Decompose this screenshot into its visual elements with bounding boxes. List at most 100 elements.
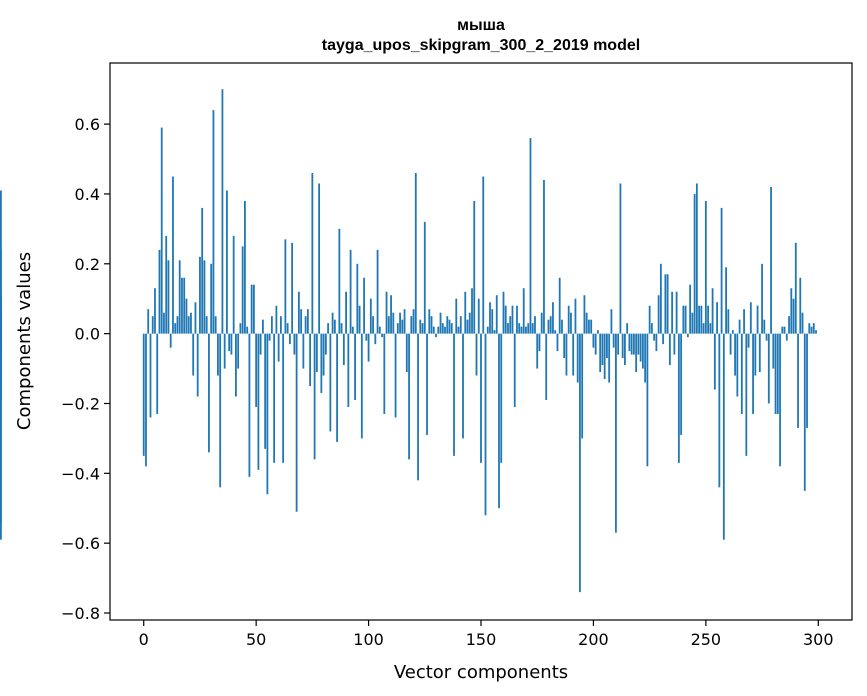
bar <box>262 319 264 334</box>
bar <box>617 333 620 355</box>
bar <box>329 333 332 432</box>
bar <box>239 323 242 334</box>
bar <box>473 200 476 334</box>
bar <box>235 333 237 397</box>
bar <box>675 291 678 334</box>
bar <box>538 333 541 352</box>
bar <box>495 295 498 334</box>
bar <box>217 333 219 376</box>
bar <box>324 333 327 355</box>
bar <box>417 333 419 481</box>
bar <box>320 333 323 394</box>
bar <box>279 316 282 334</box>
bar <box>745 333 748 456</box>
plot-frame <box>109 62 853 621</box>
bar <box>372 316 374 334</box>
bar <box>504 305 507 334</box>
bar <box>358 305 361 334</box>
bar <box>812 323 815 334</box>
bar <box>725 267 727 334</box>
bar <box>646 333 649 467</box>
y-tick-label: −0.4 <box>61 464 100 483</box>
bar <box>336 333 338 442</box>
bar <box>673 333 676 355</box>
bar <box>597 330 599 334</box>
bar <box>306 309 309 334</box>
bar <box>459 316 462 334</box>
bar <box>707 305 709 334</box>
bar <box>214 316 217 334</box>
bar <box>266 333 269 495</box>
bar <box>0 333 2 380</box>
bar <box>574 298 577 334</box>
bar <box>270 316 273 334</box>
bar <box>540 312 543 334</box>
bar <box>466 319 469 334</box>
bar <box>754 333 757 376</box>
bar <box>253 284 255 334</box>
bar <box>410 316 413 334</box>
bar <box>462 333 464 439</box>
bar <box>794 242 797 334</box>
bar <box>633 333 635 355</box>
bar <box>192 333 195 376</box>
x-tick-label: 300 <box>803 630 834 649</box>
bar <box>716 302 718 334</box>
bar <box>747 333 750 348</box>
bar <box>374 333 377 345</box>
bar <box>412 309 415 334</box>
bar <box>327 323 329 334</box>
bar <box>284 239 287 334</box>
y-axis-label: Components values <box>14 252 35 430</box>
bar <box>480 333 482 463</box>
bar <box>588 319 590 334</box>
bar <box>468 312 471 334</box>
bar <box>790 288 793 334</box>
chart-title: мыша <box>457 17 505 34</box>
bar <box>693 193 696 334</box>
bar <box>549 316 552 334</box>
bar <box>635 333 638 373</box>
bar <box>561 319 563 334</box>
bar <box>785 333 788 341</box>
bar <box>309 333 312 387</box>
bar <box>471 288 473 334</box>
bar <box>477 298 480 334</box>
bar <box>686 333 689 338</box>
bar <box>484 333 487 516</box>
y-tick-label: 0.0 <box>75 325 100 344</box>
bar <box>313 333 316 460</box>
bar <box>556 333 559 352</box>
x-axis-ticks: 0 50 100 150 200 250 300 <box>139 620 834 649</box>
bar <box>369 298 372 334</box>
y-tick-label: −0.2 <box>61 394 100 413</box>
bar <box>277 333 280 362</box>
bar <box>630 333 633 355</box>
bar <box>547 319 550 334</box>
bar <box>558 277 561 334</box>
bar <box>543 179 545 334</box>
bar <box>156 333 159 414</box>
bar <box>691 312 694 334</box>
bar <box>390 295 392 334</box>
bar <box>147 309 150 334</box>
bar <box>650 323 653 334</box>
x-tick-label: 0 <box>139 630 149 649</box>
bar <box>509 316 512 334</box>
bar <box>201 207 204 334</box>
bar <box>655 333 658 352</box>
bar <box>378 326 381 334</box>
bar <box>318 183 321 334</box>
bar <box>536 333 539 369</box>
bar <box>399 312 401 334</box>
bar <box>178 260 181 334</box>
bar <box>338 228 341 334</box>
bar <box>342 333 345 366</box>
x-tick-label: 250 <box>691 630 722 649</box>
bar <box>273 333 276 463</box>
bar <box>781 326 784 334</box>
bar <box>489 302 491 334</box>
bar <box>608 333 611 383</box>
bar <box>513 333 516 407</box>
bar <box>365 333 368 341</box>
